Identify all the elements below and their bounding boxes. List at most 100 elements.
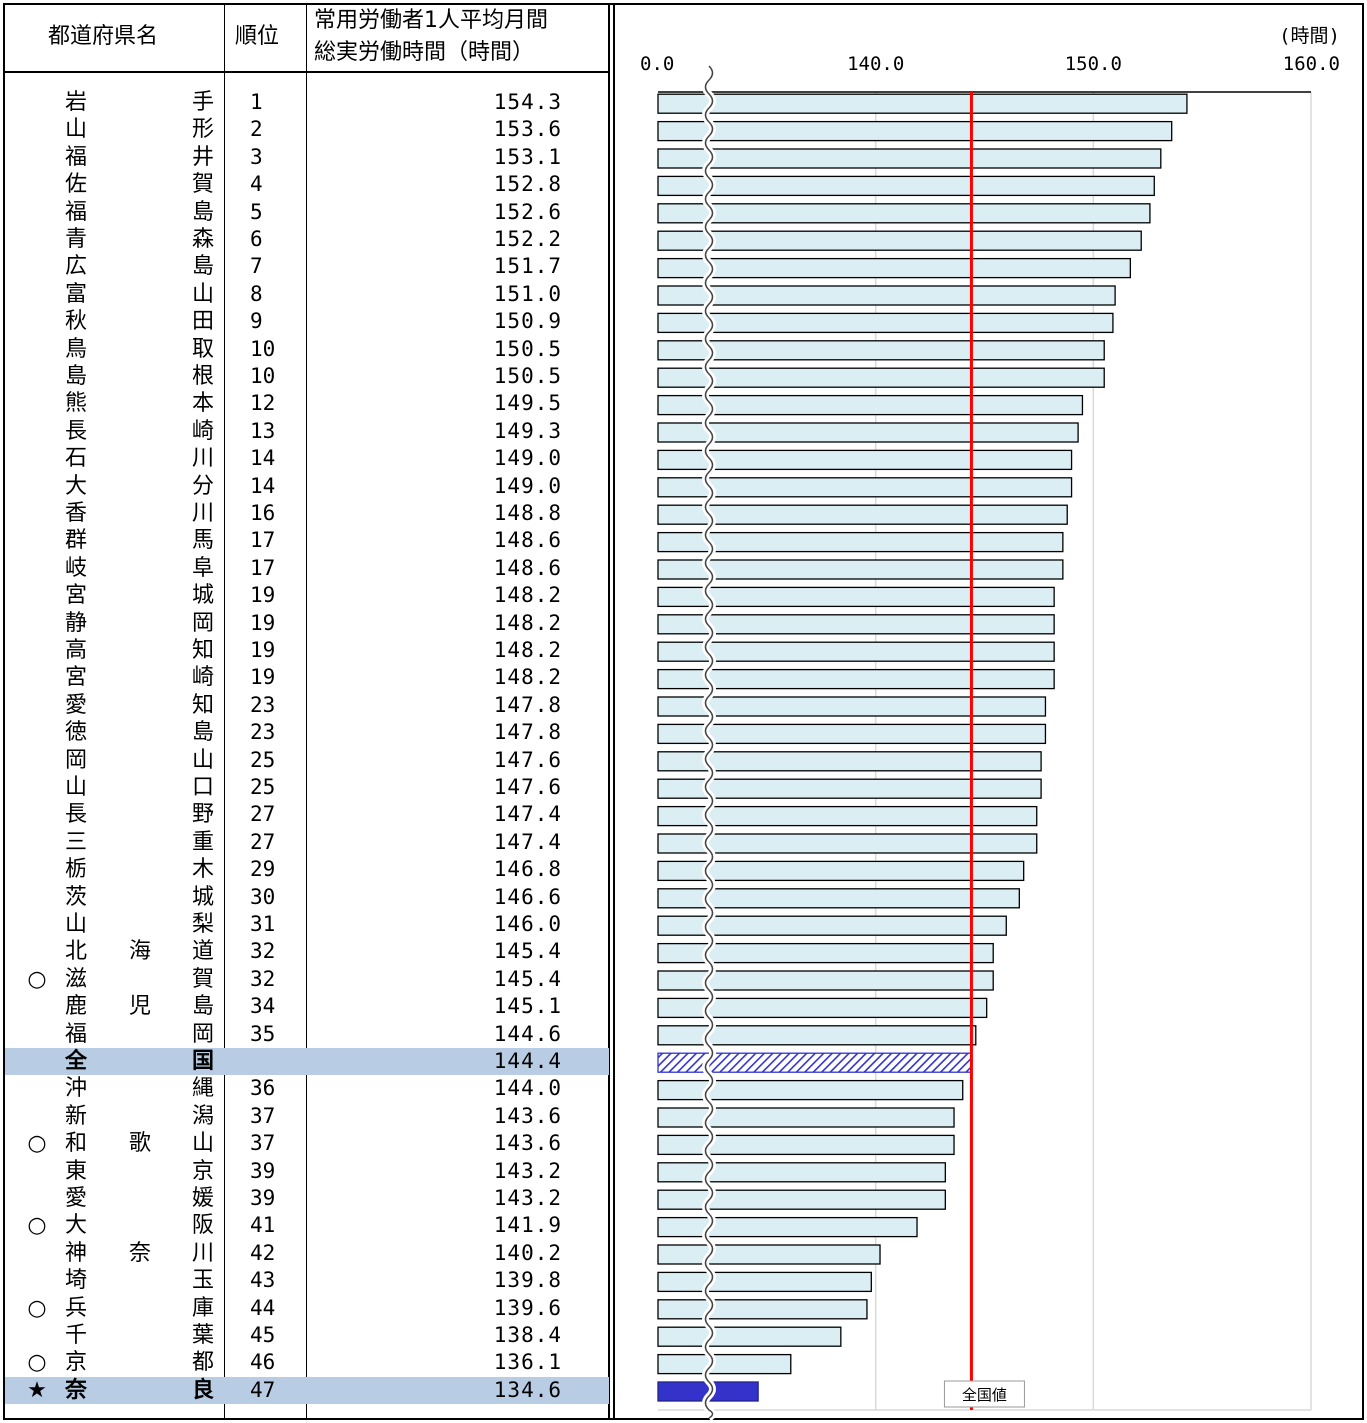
rank-cell: 4 (250, 172, 263, 197)
table-row: 岐阜 17 148.6 (64, 555, 562, 581)
value-cell: 138.4 (493, 1323, 562, 1347)
value-cell: 148.6 (493, 555, 562, 580)
table-row: 高知 19 148.2 (64, 638, 562, 663)
axis-break-wave (704, 65, 714, 1419)
col-divider-value (306, 3, 307, 1420)
value-cell: 147.4 (493, 802, 562, 827)
table-row: 三重 27 147.4 (64, 829, 562, 855)
value-cell: 139.8 (493, 1268, 562, 1293)
value-cell: 151.7 (493, 254, 562, 279)
header-rank: 順位 (235, 24, 280, 49)
bar-兵庫 (657, 1299, 868, 1320)
header-prefecture: 都道府県名 (48, 24, 159, 49)
rank-cell: 27 (250, 802, 276, 827)
bar-岐阜 (657, 559, 1064, 580)
rank-cell: 37 (250, 1131, 276, 1156)
value-cell: 152.6 (493, 199, 562, 224)
table-row: 千葉 45 138.4 (64, 1323, 562, 1348)
rank-cell: 32 (250, 939, 276, 964)
rank-cell: 10 (250, 336, 276, 361)
value-cell: 143.2 (493, 1186, 562, 1210)
bar-山形 (657, 120, 1173, 142)
bar-山口 (657, 778, 1042, 799)
rank-cell: 47 (250, 1377, 276, 1402)
value-cell: 147.8 (493, 692, 562, 717)
table-row: 石川 14 149.0 (64, 446, 562, 472)
table-row: ★ 奈良 47 134.6 (5, 1376, 609, 1405)
bar-長崎 (657, 422, 1079, 443)
bar-岩手 (657, 93, 1188, 114)
rank-cell: 46 (250, 1350, 276, 1375)
value-cell: 149.5 (493, 391, 562, 416)
value-cell: 150.5 (493, 364, 562, 388)
circle-mark-icon: ○ (27, 1131, 47, 1157)
tick-label: 160.0 (1283, 53, 1340, 75)
table-row: 新潟 37 143.6 (64, 1103, 562, 1129)
table-row: 島根 10 150.5 (64, 364, 562, 389)
table-row: 鳥取 10 150.5 (64, 336, 562, 362)
value-cell: 144.4 (493, 1049, 562, 1073)
value-cell: 148.2 (493, 583, 562, 608)
table-row: 富山 8 151.0 (64, 281, 562, 307)
value-cell: 140.2 (493, 1240, 562, 1265)
bar-鳥取 (657, 340, 1105, 361)
value-cell: 151.0 (493, 281, 562, 306)
table-row: 宮崎 19 148.2 (64, 665, 562, 691)
value-cell: 143.6 (493, 1103, 562, 1128)
header-value-line1: 常用労働者1人平均月間 (314, 8, 548, 33)
rank-cell: 19 (250, 638, 276, 662)
table-row: ○ 和歌山 37 143.6 (5, 1130, 609, 1157)
rank-cell: 35 (250, 1021, 276, 1046)
bar-石川 (657, 449, 1073, 471)
bar-宮城 (657, 586, 1055, 608)
value-cell: 149.0 (493, 473, 562, 498)
value-cell: 154.3 (493, 90, 562, 114)
value-cell: 147.8 (493, 720, 562, 745)
value-cell: 149.3 (493, 418, 562, 443)
value-cell: 148.2 (493, 610, 562, 635)
rank-cell: 43 (250, 1268, 276, 1293)
value-cell: 148.2 (493, 665, 562, 690)
table-row: ○ 大阪 41 141.9 (5, 1212, 609, 1239)
circle-mark-icon: ○ (27, 1213, 47, 1239)
rank-cell: 32 (250, 966, 276, 991)
table-row: 福岡 35 144.6 (64, 1021, 562, 1047)
rank-cell: 23 (250, 720, 276, 745)
table-row: 宮城 19 148.2 (64, 583, 562, 609)
rank-cell: 37 (250, 1103, 276, 1128)
rank-cell: 29 (250, 857, 276, 882)
bar-沖縄 (657, 1079, 964, 1101)
value-cell: 146.0 (493, 912, 562, 936)
bar-愛媛 (657, 1189, 946, 1210)
value-cell: 148.8 (493, 501, 562, 525)
national-line-label: 全国値 (962, 1386, 1007, 1404)
value-cell: 147.4 (493, 829, 562, 854)
bar-神奈川 (657, 1244, 881, 1265)
rank-cell: 8 (250, 281, 263, 306)
table-row: ○ 滋賀 32 145.4 (5, 966, 609, 993)
table-top-border (3, 3, 1364, 5)
table-row: 香川 16 148.8 (64, 501, 562, 526)
rank-cell: 25 (250, 747, 276, 772)
rank-cell: 30 (250, 884, 276, 909)
bar-青森 (657, 230, 1142, 251)
table-row: 徳島 23 147.8 (64, 720, 562, 746)
value-cell: 139.6 (493, 1295, 562, 1320)
rank-cell: 36 (250, 1076, 276, 1101)
double-divider-a (608, 3, 610, 1420)
table-row: 静岡 19 148.2 (64, 610, 562, 636)
table-row: 山梨 31 146.0 (64, 912, 562, 937)
bar-茨城 (657, 888, 1020, 909)
star-mark-icon: ★ (27, 1377, 47, 1403)
value-cell: 150.5 (493, 336, 562, 361)
bar-島根 (657, 367, 1105, 388)
value-cell: 144.6 (493, 1021, 562, 1046)
rank-cell: 3 (250, 144, 263, 169)
rank-cell: 9 (250, 309, 263, 334)
table-row: 岩手 1 154.3 (64, 90, 562, 115)
bar-静岡 (657, 614, 1055, 635)
table-row: 栃木 29 146.8 (64, 857, 562, 883)
circle-mark-icon: ○ (27, 1295, 47, 1321)
tick-label: 140.0 (847, 53, 904, 75)
rank-cell: 17 (250, 528, 276, 553)
